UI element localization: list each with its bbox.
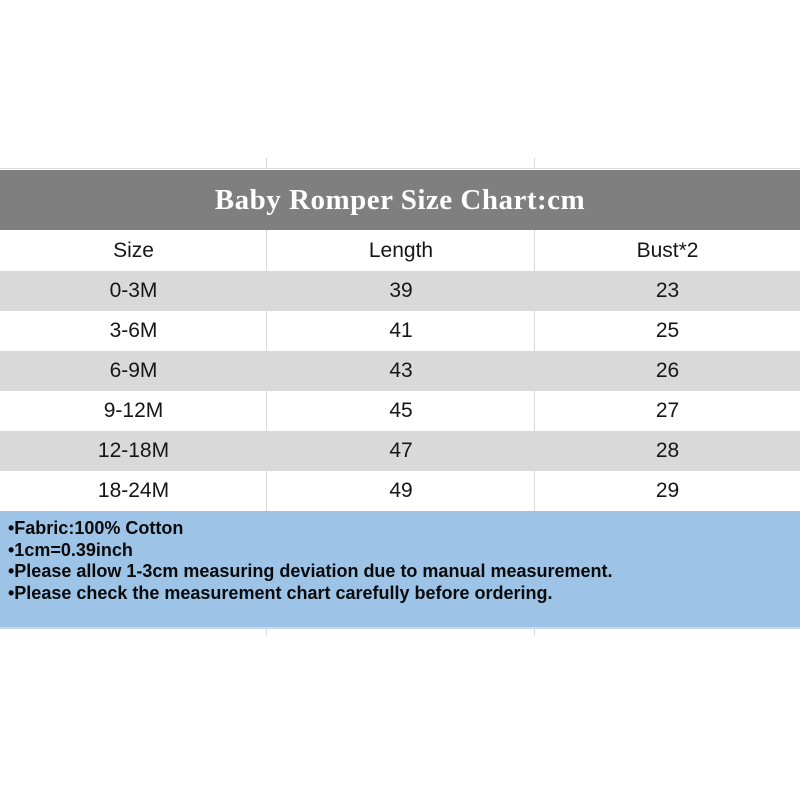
- notes-panel: •Fabric:100% Cotton •1cm=0.39inch •Pleas…: [0, 511, 800, 629]
- column-header-bust: Bust*2: [636, 238, 699, 262]
- table-row: 6-9M 43 26: [0, 351, 800, 391]
- cell-length: 45: [389, 399, 413, 422]
- table-row: 12-18M 47 28: [0, 431, 800, 471]
- cell-length: 43: [389, 359, 413, 382]
- grid-tick: [534, 629, 535, 635]
- table-row: 9-12M 45 27: [0, 391, 800, 431]
- column-divider: [534, 230, 535, 511]
- cell-bust: 25: [655, 319, 680, 342]
- cell-size: 12-18M: [97, 439, 170, 462]
- cell-bust: 28: [655, 439, 680, 462]
- cell-length: 49: [389, 479, 413, 502]
- cell-length: 39: [389, 279, 413, 302]
- chart-title-band: Baby Romper Size Chart:cm: [0, 170, 800, 230]
- size-table: Size Length Bust*2 0-3M 39 23 3-6M 41 25…: [0, 230, 800, 511]
- note-line-check: •Please check the measurement chart care…: [8, 582, 553, 603]
- column-header-size: Size: [113, 238, 154, 262]
- cell-length: 47: [389, 439, 413, 462]
- grid-tick: [266, 629, 267, 635]
- cell-bust: 29: [655, 479, 680, 502]
- column-header-length: Length: [368, 238, 434, 262]
- note-line-fabric: •Fabric:100% Cotton: [8, 518, 184, 538]
- table-row: 0-3M 39 23: [0, 271, 800, 311]
- cell-length: 41: [389, 319, 413, 342]
- cell-size: 6-9M: [109, 359, 158, 382]
- grid-tick: [534, 158, 535, 168]
- cell-size: 0-3M: [109, 279, 158, 302]
- table-row: 18-24M 49 29: [0, 471, 800, 511]
- grid-tick: [266, 158, 267, 168]
- cell-bust: 23: [655, 279, 680, 302]
- column-divider: [266, 230, 267, 511]
- cell-bust: 27: [655, 399, 680, 422]
- table-row: 3-6M 41 25: [0, 311, 800, 351]
- cell-bust: 26: [655, 359, 680, 382]
- cell-size: 3-6M: [109, 319, 158, 342]
- note-line-cm-inch: •1cm=0.39inch: [8, 539, 133, 560]
- cell-size: 18-24M: [97, 479, 170, 502]
- top-border-hairline: [0, 168, 800, 169]
- table-header-row: Size Length Bust*2: [0, 230, 800, 271]
- cell-size: 9-12M: [103, 399, 164, 422]
- chart-title: Baby Romper Size Chart:cm: [214, 183, 586, 216]
- note-line-deviation: •Please allow 1-3cm measuring deviation …: [8, 561, 613, 581]
